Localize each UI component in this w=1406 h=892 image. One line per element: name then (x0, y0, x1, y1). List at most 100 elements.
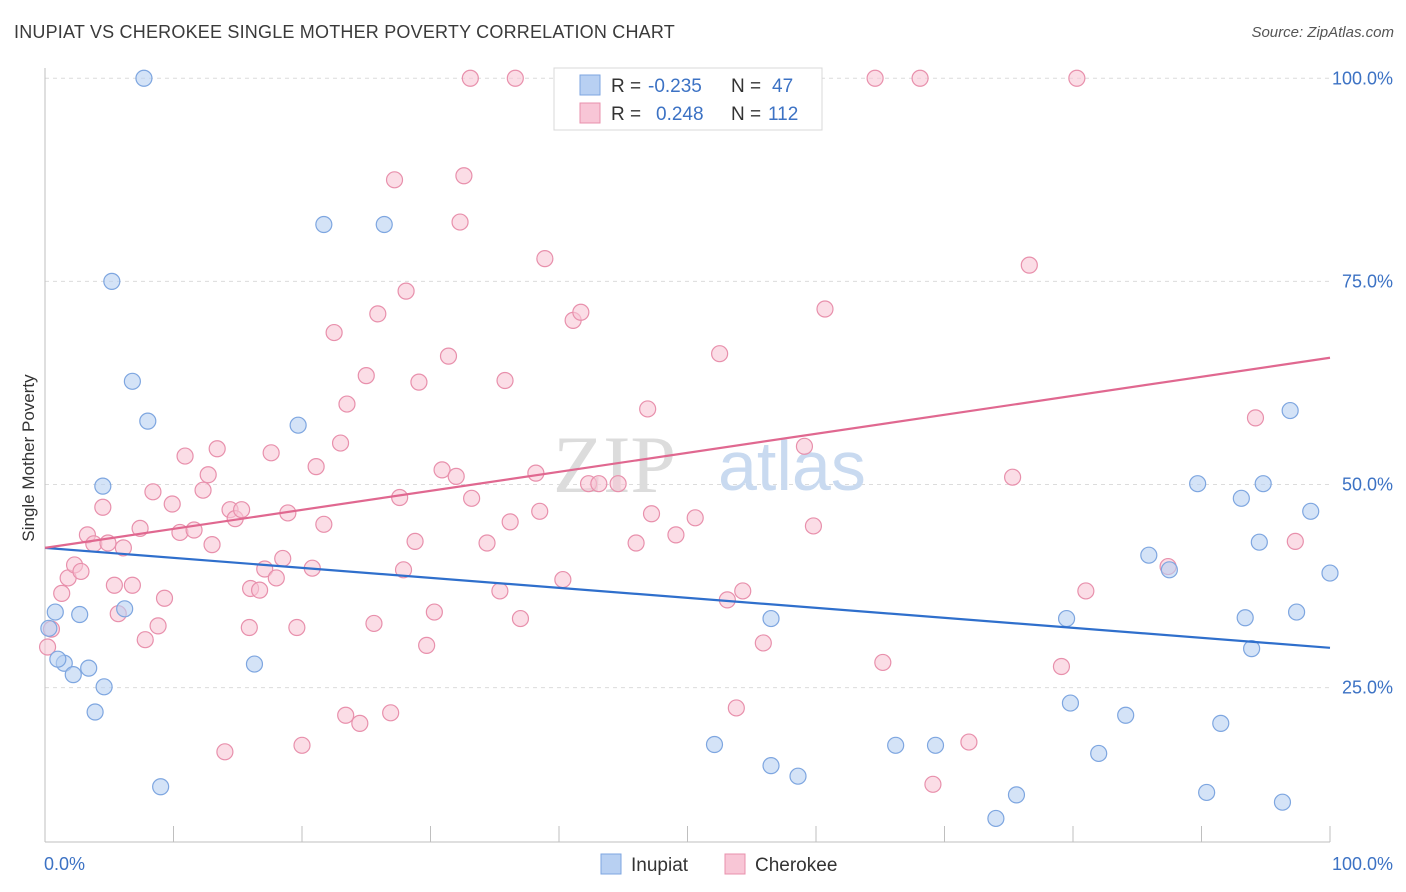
cherokee-point (394, 561, 413, 579)
cherokee-point (325, 323, 343, 342)
inupiat-point (116, 600, 134, 618)
inupiat-point (123, 372, 141, 390)
cherokee-point (1068, 69, 1086, 87)
legend-label-inupiat: Inupiat (631, 855, 689, 876)
inupiat-point (94, 477, 112, 495)
inupiat-point (987, 809, 1005, 828)
inupiat-point (1189, 475, 1207, 493)
cherokee-point (491, 582, 509, 600)
inupiat-point (315, 215, 333, 234)
cherokee-point (293, 736, 311, 754)
cherokee-point (795, 437, 814, 455)
cherokee-point (1020, 256, 1038, 274)
cherokee-point (536, 250, 554, 268)
inupiat-point (135, 69, 153, 87)
inupiat-point (926, 736, 945, 754)
inupiat-point (1117, 706, 1135, 724)
stat-legend-r-value-inupiat: -0.235 (648, 76, 702, 97)
cherokee-point (960, 733, 978, 751)
cherokee-point (451, 213, 469, 231)
watermark-atlas: atlas (718, 427, 866, 505)
inupiat-point (1057, 609, 1076, 628)
cherokee-point (461, 69, 479, 87)
inupiat-point (1061, 694, 1080, 712)
cherokee-point (642, 505, 661, 523)
cherokee-point (176, 447, 194, 465)
inupiat-point (139, 412, 157, 430)
cherokee-point (711, 345, 729, 363)
cherokee-point (94, 498, 112, 516)
inupiat-point (1140, 546, 1158, 564)
y-tick-label: 75.0% (1342, 271, 1393, 291)
inupiat-point (1302, 502, 1320, 520)
stat-legend-swatch-cherokee (579, 102, 601, 124)
cherokee-point (315, 515, 333, 533)
cherokee-trend-line (44, 356, 1331, 549)
legend-label-cherokee: Cherokee (755, 855, 837, 876)
y-tick-label: 25.0% (1342, 678, 1393, 698)
cherokee-point (1286, 532, 1304, 550)
x-tick-label: 100.0% (1332, 854, 1393, 874)
inupiat-point (1250, 533, 1268, 551)
cherokee-point (433, 461, 451, 479)
cherokee-point (357, 367, 375, 385)
inupiat-point (705, 735, 724, 754)
stat-legend-n-label-inupiat: N = (731, 76, 761, 97)
cherokee-point (911, 69, 929, 87)
y-tick-label: 100.0% (1332, 68, 1393, 88)
inupiat-point (80, 659, 98, 677)
inupiat-point (289, 416, 307, 434)
inupiat-point (789, 767, 807, 785)
cherokee-point (199, 466, 217, 484)
y-tick-label: 50.0% (1342, 475, 1393, 495)
cherokee-point (418, 636, 436, 654)
cherokee-point (439, 347, 458, 365)
inupiat-point (1232, 489, 1250, 507)
cherokee-point (425, 603, 443, 621)
cherokee-point (874, 653, 892, 672)
cherokee-point (382, 704, 400, 722)
inupiat-point (887, 736, 905, 754)
cherokee-point (816, 300, 834, 318)
cherokee-point (149, 617, 167, 635)
cherokee-point (410, 373, 428, 391)
cherokee-point (924, 775, 942, 793)
cherokee-point (463, 489, 481, 507)
cherokee-point (506, 69, 524, 87)
cherokee-point (639, 400, 657, 418)
inupiat-trend-line (44, 546, 1331, 649)
cherokee-point (627, 534, 645, 552)
stat-legend-n-value-cherokee: 112 (768, 104, 798, 125)
cherokee-point (496, 371, 514, 390)
cherokee-point (397, 282, 415, 300)
inupiat-point (103, 272, 121, 290)
cherokee-point (385, 171, 404, 189)
cherokee-point (1246, 409, 1265, 427)
cherokee-point (136, 631, 154, 649)
stat-legend: R = -0.235 N = 47 R = 0.248 N = 112 (553, 67, 823, 131)
cherokee-point (72, 562, 90, 581)
cherokee-point (331, 434, 350, 452)
chart-title: INUPIAT VS CHEROKEE SINGLE MOTHER POVERT… (14, 22, 675, 42)
legend-swatch-inupiat (600, 853, 622, 875)
inupiat-points (40, 69, 1339, 828)
inupiat-point (152, 778, 170, 796)
inupiat-point (762, 609, 780, 628)
cherokee-point (288, 618, 306, 637)
cherokee-point (262, 444, 280, 462)
inupiat-point (1007, 786, 1026, 804)
cherokee-point (163, 495, 181, 513)
inupiat-point (46, 603, 64, 621)
cherokee-point (754, 634, 772, 652)
cherokee-point (233, 501, 251, 519)
cherokee-point (53, 584, 71, 602)
stat-legend-n-value-inupiat: 47 (772, 76, 793, 97)
cherokee-point (554, 570, 572, 589)
gridlines (45, 77, 1330, 689)
x-tick-label: 0.0% (44, 854, 85, 874)
cherokee-point (511, 609, 530, 628)
inupiat-point (1212, 714, 1230, 732)
stat-legend-r-value-cherokee: 0.248 (656, 104, 704, 125)
cherokee-point (478, 534, 496, 552)
